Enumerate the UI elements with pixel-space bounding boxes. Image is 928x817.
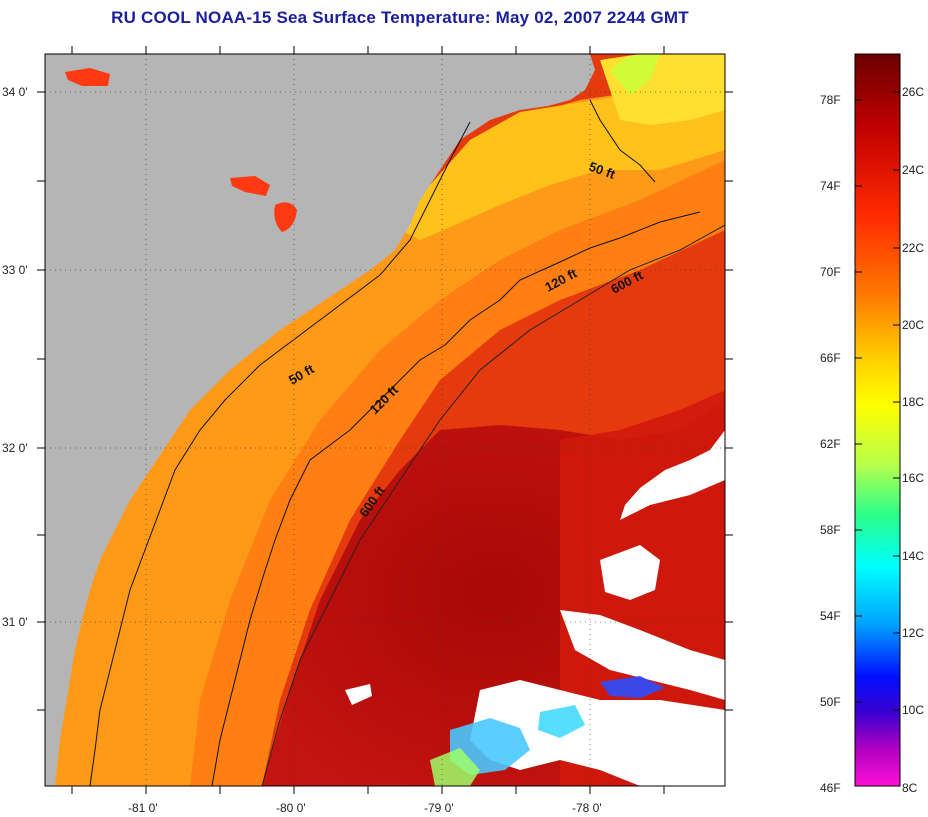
lat-label-34: 34 0' — [2, 85, 28, 99]
cool-water-patch — [538, 705, 585, 738]
grid-lines — [45, 54, 725, 786]
contour-50ft — [89, 121, 471, 786]
colorbar-c-label: 16C — [902, 471, 924, 485]
cloud-patch — [470, 680, 725, 786]
colorbar-c-label: 24C — [902, 163, 924, 177]
contour-50ft — [589, 99, 656, 183]
colorbar — [854, 53, 901, 787]
map-panel: 50 ft 50 ft 120 ft 120 ft 600 ft 600 ft — [45, 54, 725, 786]
lon-label-79: -79 0' — [424, 801, 454, 815]
lat-label-32: 32 0' — [2, 441, 28, 455]
colorbar-f-label: 54F — [820, 609, 841, 623]
inland-lake — [274, 202, 297, 232]
colorbar-f-label: 70F — [820, 265, 841, 279]
lon-label-78: -78 0' — [572, 801, 602, 815]
shelf-near-water — [45, 75, 725, 786]
colorbar-f-label: 46F — [820, 781, 841, 795]
colorbar-f-label: 74F — [820, 179, 841, 193]
colorbar-c-label: 8C — [902, 781, 918, 795]
lon-label-81: -81 0' — [128, 801, 158, 815]
cool-water-patch — [600, 676, 665, 698]
colorbar-c-label: 20C — [902, 318, 924, 332]
colorbar-c-label: 14C — [902, 549, 924, 563]
cloud-patch — [345, 684, 372, 705]
cloud-patch — [620, 430, 725, 520]
colorbar-ticks — [855, 91, 900, 711]
colorbar-f-label: 66F — [820, 351, 841, 365]
colorbar-c-label: 26C — [902, 85, 924, 99]
lat-label-31: 31 0' — [2, 615, 28, 629]
colorbar-f-label: 78F — [820, 93, 841, 107]
colorbar-c-label: 12C — [902, 626, 924, 640]
map-frame — [44, 53, 726, 787]
cloud-patch — [600, 545, 660, 600]
inland-lake — [65, 68, 110, 86]
coastal-green-patch — [610, 54, 660, 95]
lat-label-33: 33 0' — [2, 263, 28, 277]
colorbar-f-label: 58F — [820, 523, 841, 537]
colorbar-c-label: 10C — [902, 703, 924, 717]
colorbar-f-label: 50F — [820, 695, 841, 709]
lon-label-80: -80 0' — [276, 801, 306, 815]
axis-ticks — [37, 46, 733, 794]
colorbar-f-label: 62F — [820, 437, 841, 451]
inland-lake — [230, 176, 270, 196]
contour-120ft — [211, 211, 701, 786]
map-title: RU COOL NOAA-15 Sea Surface Temperature:… — [111, 8, 689, 27]
colorbar-c-label: 22C — [902, 241, 924, 255]
cloud-patch — [560, 610, 725, 700]
cool-water-patch — [430, 748, 480, 786]
colorbar-c-label: 18C — [902, 395, 924, 409]
land-mass — [45, 54, 595, 786]
